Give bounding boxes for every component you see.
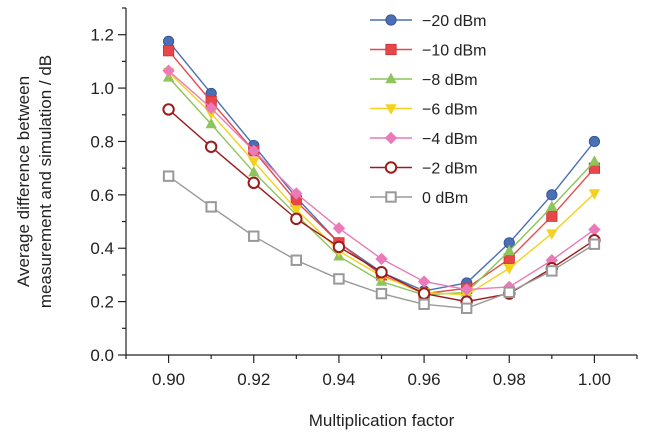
data-point [333,273,345,285]
series-layer [162,35,601,314]
data-point [162,170,175,182]
legend-label: −8 dBm [422,72,478,89]
data-point [290,212,303,226]
data-point [385,104,397,115]
y-tick-label: 1.2 [90,26,114,45]
x-tick-label: 0.94 [322,370,355,389]
data-point [384,161,398,174]
data-point [385,43,397,56]
y-axis-title-line-2: measurement and simulation / dB [36,55,55,308]
legend-entry: −10 dBm [370,43,486,60]
series-5 [162,103,601,308]
data-point [290,254,303,266]
data-point [385,191,397,203]
y-tick-label: 0.2 [90,293,114,312]
data-point [384,131,398,145]
data-point [546,210,558,222]
data-point [503,244,515,256]
series-4 [162,64,601,296]
legend-label: −2 dBm [422,161,478,178]
legend-label: −4 dBm [422,131,478,148]
legend-label: −10 dBm [422,43,486,60]
x-tick-label: 0.96 [408,370,441,389]
y-tick-label: 0.4 [90,239,114,258]
legend-label: −20 dBm [422,13,486,30]
data-point [418,298,430,310]
data-point [162,35,175,47]
data-point [503,286,515,298]
y-axis-title: Average difference between measurement a… [14,55,55,308]
legend-entry: −6 dBm [370,102,478,119]
data-point [248,165,260,177]
data-point [417,275,431,288]
data-point [503,264,515,275]
data-point [205,201,217,213]
data-point [417,287,431,300]
legend-entry: −2 dBm [370,161,478,178]
x-tick-label: 1.00 [578,370,611,389]
y-tick-label: 0.8 [90,132,114,151]
data-point [290,187,303,200]
data-point [290,205,303,216]
y-tick-label: 1.0 [90,79,114,98]
legend: −20 dBm −10 dBm −8 dBm −6 dBm −4 dBm −2 dBm 0 … [370,13,486,207]
x-tick-label: 0.92 [237,370,270,389]
data-point [205,117,217,129]
data-point [588,238,601,250]
data-point [248,230,260,242]
data-point [385,72,397,84]
data-point [162,64,175,77]
legend-label: −6 dBm [422,102,478,119]
y-tick-label: 0.0 [90,346,114,365]
data-point [247,176,260,190]
data-point [385,14,397,26]
data-point [332,222,346,235]
legend-entry: −8 dBm [370,72,478,89]
legend-entry: −20 dBm [370,13,486,30]
data-point [546,229,558,240]
data-point [204,140,218,154]
x-tick-label: 0.90 [152,370,185,389]
data-point [588,135,601,148]
data-point [248,157,260,168]
data-point [332,240,346,254]
legend-entry: 0 dBm [370,190,468,207]
data-point [460,302,473,314]
y-tick-label: 0.6 [90,186,114,205]
data-point [162,103,175,116]
data-point [588,155,601,166]
y-axis-title-line-1: Average difference between [14,76,33,287]
data-point [460,283,473,296]
data-point [546,189,558,201]
data-point [162,45,175,57]
data-point [375,252,388,266]
data-point [588,223,601,236]
data-point [375,287,388,300]
data-point [204,101,218,115]
data-point [546,200,558,212]
data-point [375,266,388,279]
legend-entry: −4 dBm [370,131,478,148]
legend-label: 0 dBm [422,190,468,207]
data-point [546,265,558,277]
x-tick-label: 0.98 [493,370,526,389]
x-axis-title: Multiplication factor [309,411,455,430]
series-6 [162,170,601,314]
data-point [247,144,260,158]
axes: 0.0 0.2 0.4 0.6 0.8 1.0 1.2 0.90 0.92 0.94 0.96 0.9… [90,7,638,389]
data-point [588,189,601,200]
